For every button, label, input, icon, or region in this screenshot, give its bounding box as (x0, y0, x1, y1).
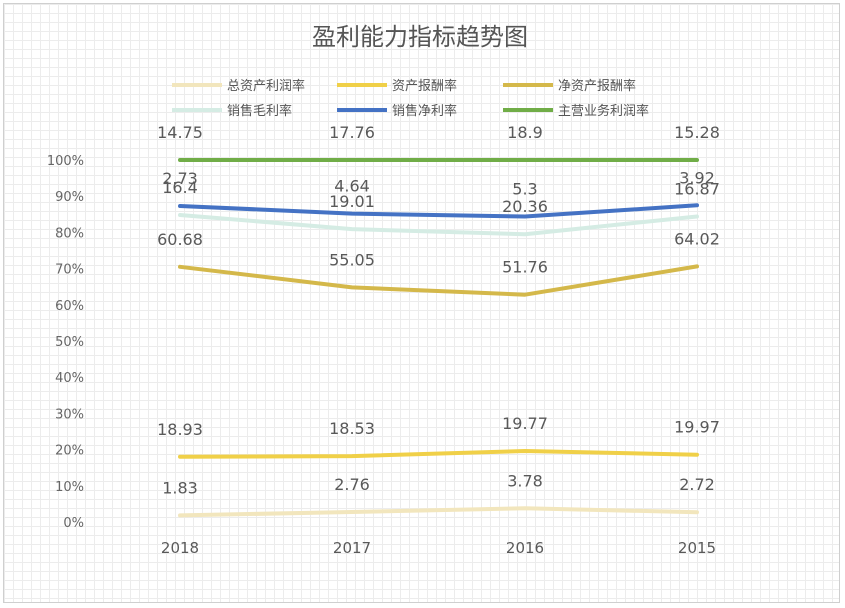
series-line (178, 213, 699, 237)
data-label: 51.76 (502, 258, 548, 277)
y-tick-label: 70% (55, 263, 84, 278)
x-tick-label: 2015 (678, 539, 716, 557)
data-label: 5.3 (512, 180, 537, 199)
data-label: 18.9 (507, 123, 543, 142)
series-lines (178, 158, 699, 518)
y-tick-label: 100% (47, 154, 84, 169)
data-label: 1.83 (162, 478, 198, 497)
y-tick-label: 60% (55, 299, 84, 314)
data-label: 2.73 (162, 169, 198, 188)
data-label: 15.28 (674, 123, 720, 142)
data-label: 2.72 (679, 475, 715, 494)
data-label: 17.76 (329, 123, 375, 142)
data-label: 4.64 (334, 177, 370, 196)
y-tick-label: 20% (55, 444, 84, 459)
series-line (178, 449, 699, 459)
data-labels: 1.83 2.76 3.78 2.72 18.93 18.53 19.77 19.97 60.6… (157, 123, 720, 497)
y-tick-label: 90% (55, 190, 84, 205)
y-tick-label: 10% (55, 480, 84, 495)
x-tick-label: 2017 (333, 539, 371, 557)
data-label: 60.68 (157, 230, 203, 249)
series-line (178, 506, 699, 518)
legend-label: 资产报酬率 (392, 78, 457, 94)
y-tick-label: 40% (55, 371, 84, 386)
data-label: 18.93 (157, 420, 203, 439)
data-label: 14.75 (157, 123, 203, 142)
data-label: 20.36 (502, 197, 548, 216)
chart-title: 盈利能力指标趋势图 (312, 23, 528, 51)
x-tick-label: 2018 (161, 539, 199, 557)
data-label: 18.53 (329, 419, 375, 438)
y-axis: 0% 10% 20% 30% 40% 50% 60% 70% 80% 90% 100% (47, 154, 84, 531)
data-label: 55.05 (329, 250, 375, 269)
y-tick-label: 80% (55, 226, 84, 241)
legend-label: 主营业务利润率 (558, 103, 649, 119)
data-label: 3.78 (507, 471, 543, 490)
x-tick-label: 2016 (506, 539, 544, 557)
legend-label: 净资产报酬率 (558, 78, 636, 94)
data-label: 16.4 (162, 178, 198, 197)
data-label: 2.76 (334, 475, 370, 494)
data-label: 19.01 (329, 192, 375, 211)
legend-label: 销售净利率 (392, 103, 457, 119)
series-line (178, 203, 699, 219)
y-tick-label: 0% (63, 516, 84, 531)
data-label: 19.97 (674, 418, 720, 437)
y-tick-label: 30% (55, 407, 84, 422)
data-label: 64.02 (674, 229, 720, 248)
data-label: 16.87 (674, 180, 720, 199)
legend-label: 总资产利润率 (227, 78, 305, 94)
legend-label: 销售毛利率 (227, 103, 292, 119)
data-label: 19.77 (502, 414, 548, 433)
x-axis: 2018 2017 2016 2015 (161, 539, 716, 557)
data-label: 3.92 (679, 168, 715, 187)
chart-frame (3, 3, 840, 603)
series-line (178, 264, 699, 297)
y-tick-label: 50% (55, 335, 84, 350)
